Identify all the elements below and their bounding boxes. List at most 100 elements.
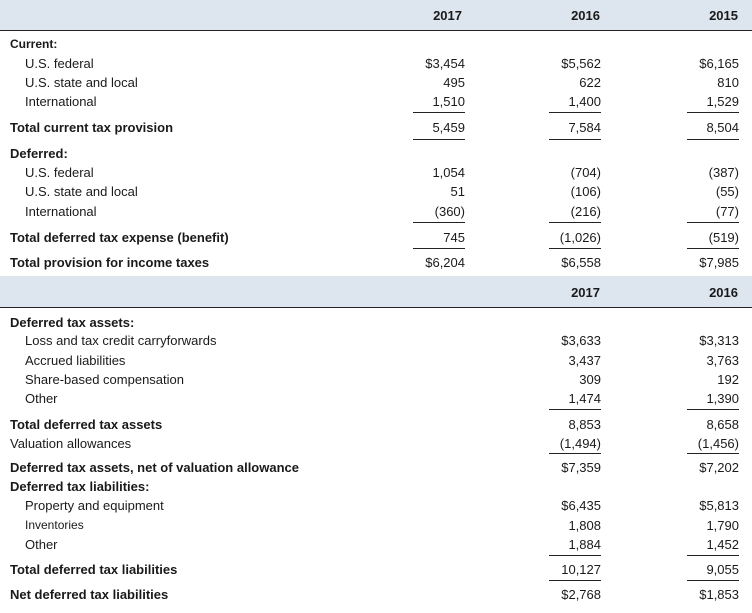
cell: 8,504 — [706, 120, 739, 135]
cell: $6,558 — [561, 255, 601, 270]
cell: (216) — [570, 204, 601, 219]
subtotal-rule — [413, 112, 465, 113]
table-row: U.S. federal $3,454 $5,562 $6,165 — [0, 54, 752, 73]
subtotal-rule — [549, 112, 601, 113]
col-header-2016: 2016 — [571, 8, 600, 23]
row-label: U.S. federal — [25, 56, 94, 71]
row-label: Accrued liabilities — [25, 353, 126, 368]
cell: 1,054 — [432, 165, 465, 180]
cell: $3,633 — [561, 333, 601, 348]
row-label: U.S. federal — [25, 165, 94, 180]
row-label: Loss and tax credit carryforwards — [25, 333, 217, 348]
row-label: Total deferred tax assets — [10, 417, 163, 432]
cell: $6,204 — [425, 255, 465, 270]
subtotal-rule — [549, 555, 601, 556]
cell: 192 — [717, 372, 739, 387]
cell: $7,202 — [699, 460, 739, 475]
table-row: Inventories 1,808 1,790 — [0, 516, 752, 535]
cell: $1,853 — [699, 587, 739, 602]
row-label: Total deferred tax expense (benefit) — [10, 230, 229, 245]
cell: (1,026) — [559, 230, 601, 245]
subtotal-rule — [413, 139, 465, 140]
table-row-total: Total current tax provision 5,459 7,584 … — [0, 118, 752, 137]
row-label: Share-based compensation — [25, 372, 184, 387]
table-row: U.S. state and local 495 622 810 — [0, 73, 752, 92]
table-row-total: Total deferred tax expense (benefit) 745… — [0, 228, 752, 247]
section-deferred: Deferred: — [0, 144, 752, 163]
section-title: Current: — [10, 37, 58, 51]
cell: 1,808 — [568, 518, 601, 533]
row-label: Valuation allowances — [10, 436, 132, 451]
section-deferred-assets: Deferred tax assets: — [0, 313, 752, 332]
subtotal-rule — [549, 222, 601, 223]
cell: (1,456) — [697, 436, 739, 451]
table-row: International (360) (216) (77) — [0, 202, 752, 221]
table-row: Property and equipment $6,435 $5,813 — [0, 496, 752, 515]
cell: 1,474 — [568, 391, 601, 406]
subtotal-rule — [687, 580, 739, 581]
table2-header-band — [0, 276, 752, 307]
cell: (55) — [715, 184, 739, 199]
subtotal-rule — [549, 453, 601, 454]
col-header-2015: 2015 — [709, 8, 738, 23]
subtotal-rule — [687, 248, 739, 249]
row-label: U.S. state and local — [25, 184, 138, 199]
row-label: Property and equipment — [25, 498, 164, 513]
table-row: International 1,510 1,400 1,529 — [0, 92, 752, 111]
cell: $5,562 — [561, 56, 601, 71]
cell: 495 — [443, 75, 465, 90]
subtotal-rule — [687, 112, 739, 113]
cell: $6,435 — [561, 498, 601, 513]
cell: 1,452 — [706, 537, 739, 552]
table-row-total: Total deferred tax liabilities 10,127 9,… — [0, 560, 752, 579]
cell: $3,454 — [425, 56, 465, 71]
table-row: Other 1,884 1,452 — [0, 535, 752, 554]
section-title: Deferred tax assets: — [10, 315, 135, 330]
row-label: Total deferred tax liabilities — [10, 562, 178, 577]
subtotal-rule — [687, 453, 739, 454]
row-label: Deferred tax assets, net of valuation al… — [10, 460, 299, 475]
cell: 810 — [717, 75, 739, 90]
cell: 1,790 — [706, 518, 739, 533]
cell: 309 — [579, 372, 601, 387]
row-label: Total current tax provision — [10, 120, 174, 135]
table-row-total: Deferred tax assets, net of valuation al… — [0, 458, 752, 477]
cell: (77) — [715, 204, 739, 219]
cell: 1,510 — [432, 94, 465, 109]
col-header-2016: 2016 — [709, 285, 738, 300]
subtotal-rule — [687, 555, 739, 556]
subtotal-rule — [549, 139, 601, 140]
row-label: International — [25, 94, 97, 109]
section-title: Deferred tax liabilities: — [10, 479, 150, 494]
row-label: Other — [25, 537, 58, 552]
cell: $2,768 — [561, 587, 601, 602]
cell: 8,853 — [568, 417, 601, 432]
cell: $3,313 — [699, 333, 739, 348]
table-row: Share-based compensation 309 192 — [0, 370, 752, 389]
table-row: U.S. federal 1,054 (704) (387) — [0, 163, 752, 182]
cell: (360) — [434, 204, 465, 219]
subtotal-rule — [687, 409, 739, 410]
table-row: Valuation allowances (1,494) (1,456) — [0, 434, 752, 453]
subtotal-rule — [687, 139, 739, 140]
cell: (106) — [570, 184, 601, 199]
cell: (1,494) — [559, 436, 601, 451]
cell: 745 — [443, 230, 465, 245]
cell: 1,529 — [706, 94, 739, 109]
cell: 3,763 — [706, 353, 739, 368]
section-deferred-liabilities: Deferred tax liabilities: — [0, 477, 752, 496]
table-row: Other 1,474 1,390 — [0, 389, 752, 408]
table1-header-band — [0, 0, 752, 30]
row-label: Inventories — [25, 518, 84, 532]
row-label: Total provision for income taxes — [10, 255, 210, 270]
table-row-total: Total provision for income taxes $6,204 … — [0, 253, 752, 272]
cell: 1,400 — [568, 94, 601, 109]
table-row: Loss and tax credit carryforwards $3,633… — [0, 331, 752, 350]
row-label: International — [25, 204, 97, 219]
section-current: Current: — [0, 35, 752, 54]
cell: 51 — [450, 184, 465, 199]
row-label: U.S. state and local — [25, 75, 138, 90]
cell: 1,390 — [706, 391, 739, 406]
subtotal-rule — [413, 222, 465, 223]
